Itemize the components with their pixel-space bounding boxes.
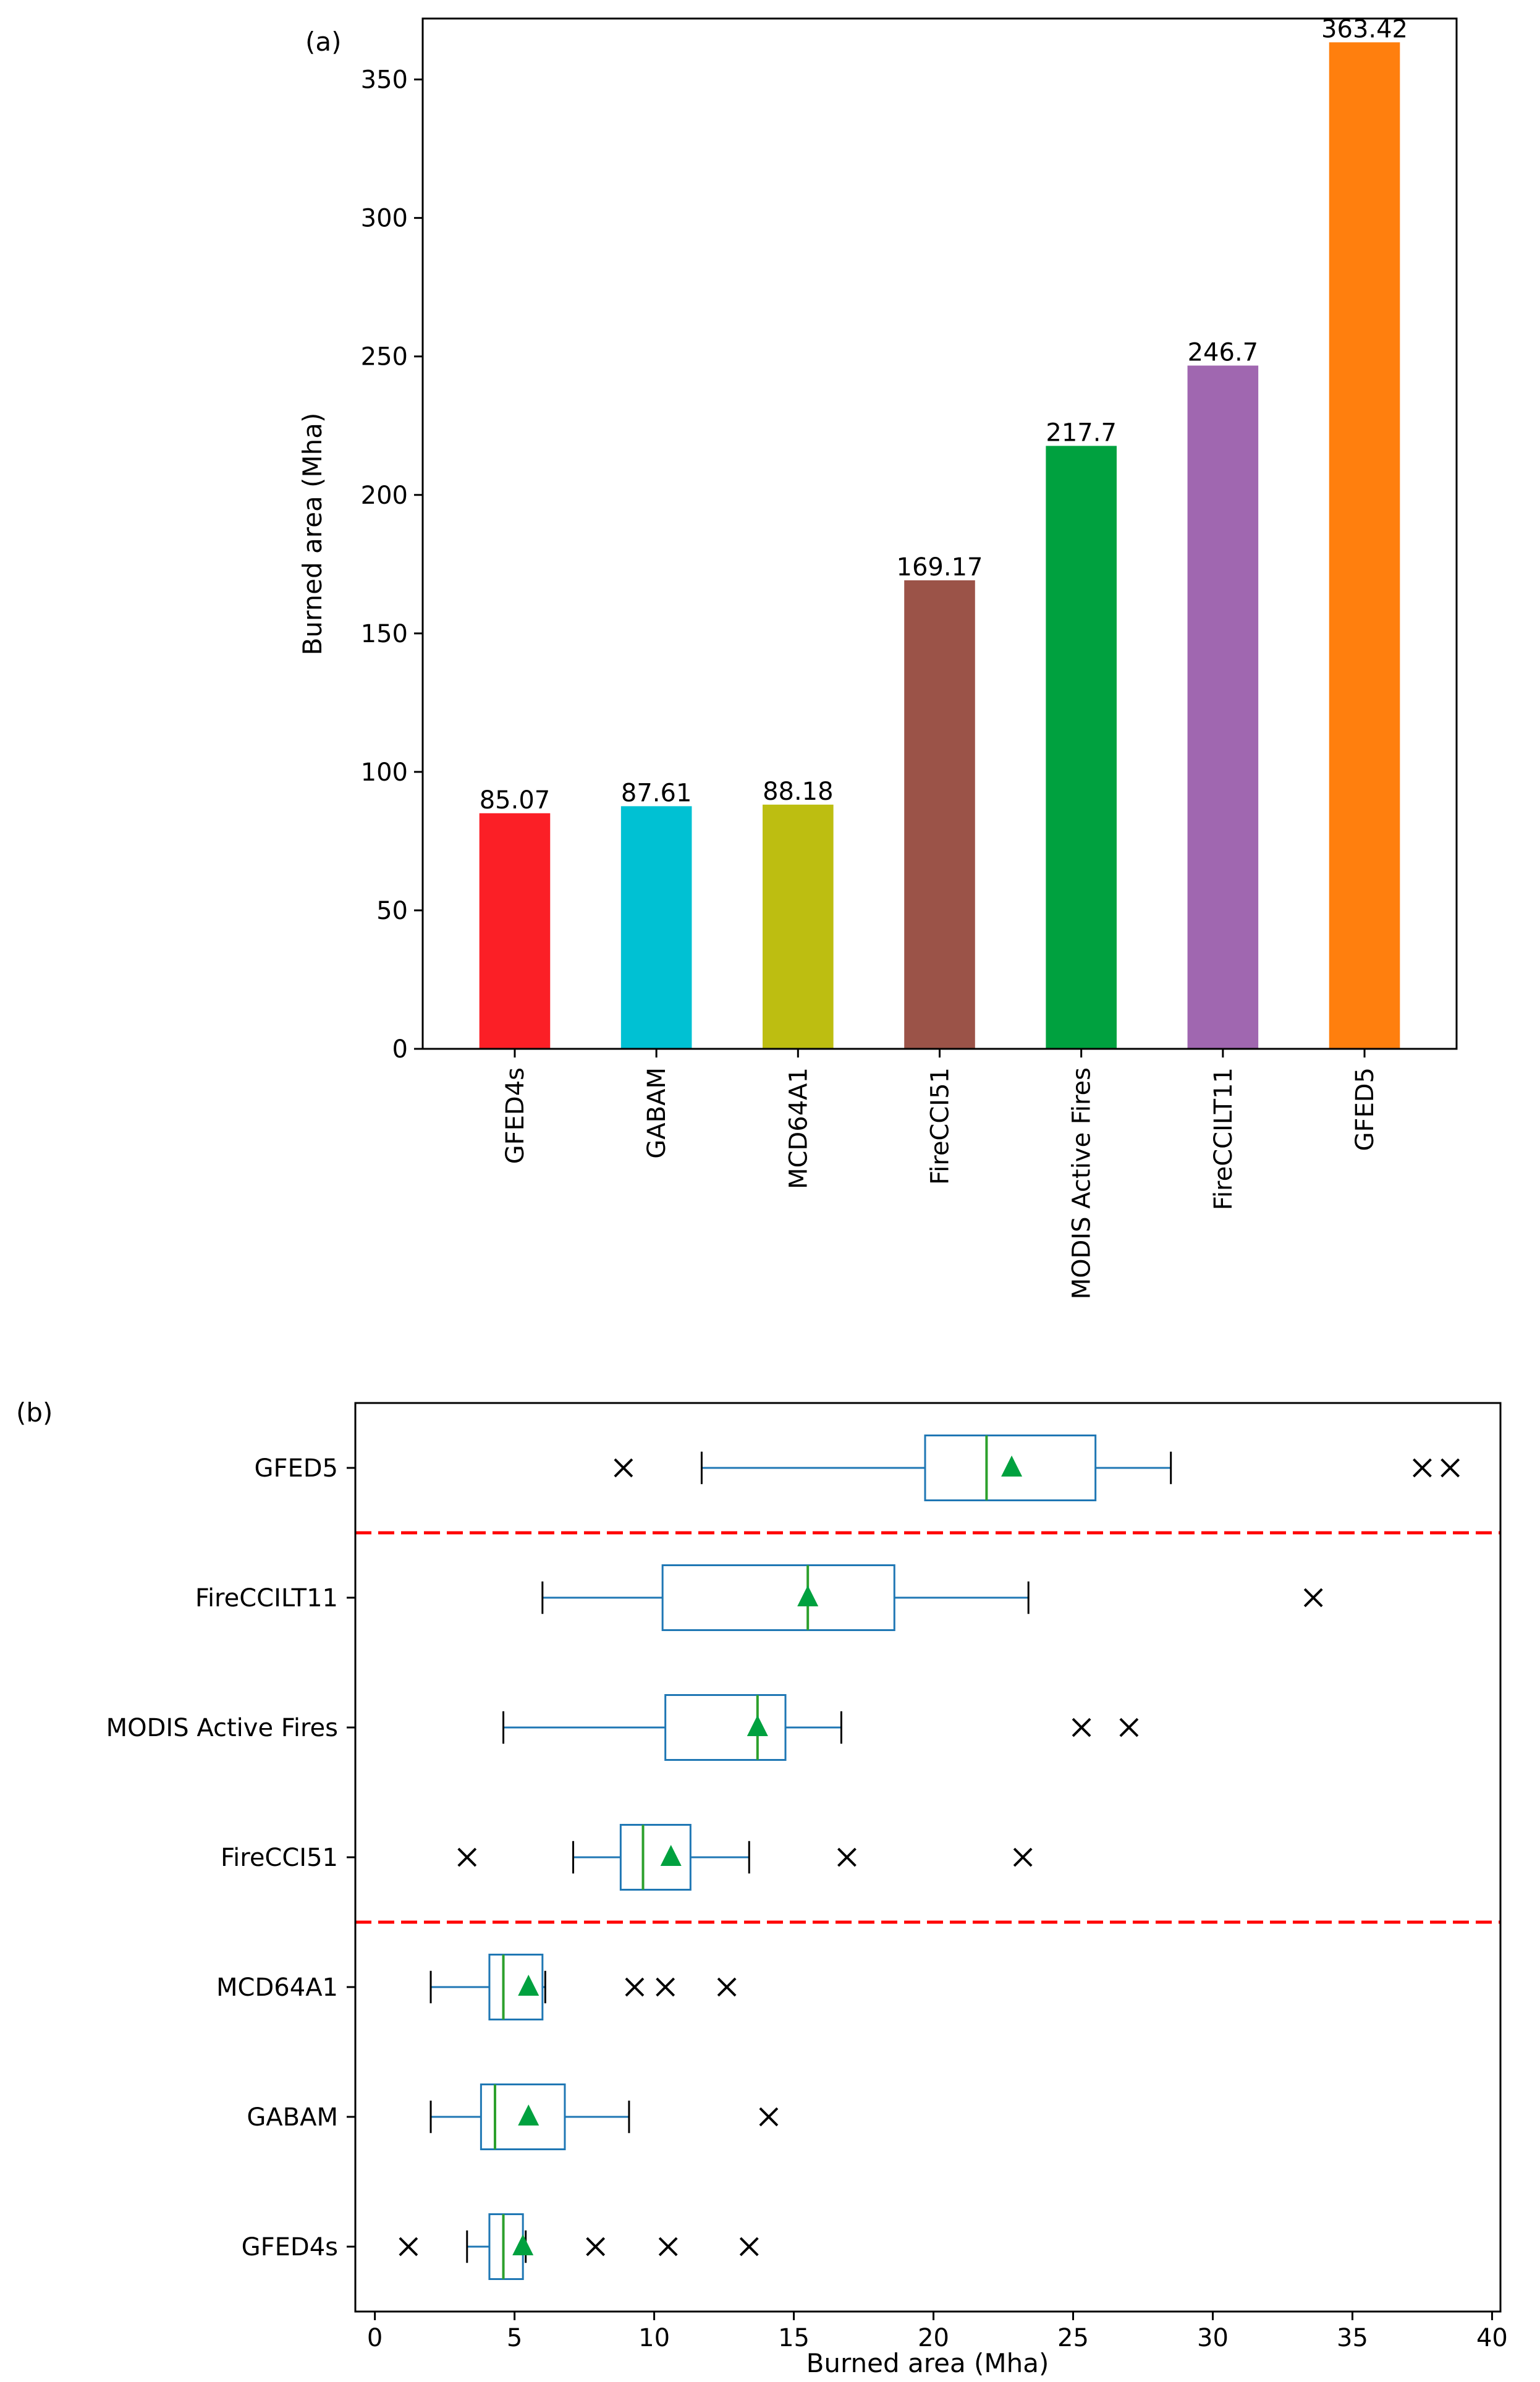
bar	[763, 805, 834, 1049]
mean-marker	[1001, 1456, 1022, 1477]
bar	[1046, 446, 1117, 1049]
outlier-marker	[760, 2108, 777, 2126]
iqr-box	[620, 1825, 690, 1890]
mean-marker	[518, 2104, 539, 2126]
outlier-marker	[626, 1978, 643, 1996]
box-plot-x-tick-label: 0	[367, 2324, 383, 2352]
outlier-marker	[587, 2238, 604, 2255]
outlier-marker	[1073, 1719, 1090, 1736]
box-plot-y-tick-label: MODIS Active Fires	[106, 1714, 338, 1742]
bar	[480, 813, 551, 1049]
outlier-marker	[657, 1978, 674, 1996]
box-plot-x-tick-label: 5	[507, 2324, 522, 2352]
bar-value-label: 169.17	[897, 553, 983, 582]
bar	[904, 580, 975, 1049]
bar-chart-y-axis-label: Burned area (Mha)	[297, 413, 328, 656]
outlier-marker	[1014, 1849, 1031, 1866]
bar-chart-y-tick-label: 150	[361, 620, 408, 648]
bar-chart-x-tick-label: MCD64A1	[784, 1067, 813, 1189]
bar	[621, 806, 692, 1049]
box-plot-x-tick-label: 15	[778, 2324, 810, 2352]
bar-chart-y-ticks: 0 50 100 150 200 250 300 350	[361, 66, 423, 1064]
mean-marker	[747, 1715, 768, 1736]
bar-chart-bars	[480, 42, 1400, 1049]
outlier-marker	[838, 1849, 855, 1866]
bar-chart-y-tick-label: 250	[361, 343, 408, 371]
box-plot-frame	[355, 1403, 1500, 2312]
box-plot-x-ticks: 0 5 10 15 20 25 30 35 40	[367, 2312, 1508, 2352]
box-plot-x-tick-label: 10	[638, 2324, 670, 2352]
iqr-box	[662, 1566, 894, 1630]
outlier-marker	[1442, 1459, 1459, 1477]
box-plot-x-tick-label: 30	[1197, 2324, 1229, 2352]
box-plot-panel: (b) GFED5 FireCCILT11 MODIS Active Fires Fi…	[16, 1397, 1508, 2378]
box-plot-x-tick-label: 25	[1057, 2324, 1089, 2352]
outlier-marker	[718, 1978, 735, 1996]
box-plot-y-tick-label: MCD64A1	[216, 1973, 338, 2002]
mean-marker	[661, 1845, 682, 1866]
box-plot-row	[504, 1695, 1138, 1760]
bar-chart-x-ticks: GFED4s GABAM MCD64A1 FireCCI51 MODIS Active …	[501, 1049, 1379, 1299]
bar-value-label: 217.7	[1046, 418, 1117, 447]
panel-a-label: (a)	[305, 27, 342, 57]
box-plot-y-tick-label: FireCCI51	[221, 1844, 338, 1872]
bar-chart-y-tick-label: 0	[392, 1035, 408, 1064]
bar-value-label: 246.7	[1188, 338, 1259, 367]
bar-value-label: 88.18	[763, 778, 834, 806]
box-plot-y-tick-label: GFED5	[254, 1454, 338, 1483]
mean-marker	[797, 1585, 818, 1606]
bar-value-label: 87.61	[621, 779, 692, 807]
outlier-marker	[1120, 1719, 1138, 1736]
box-plot-row	[400, 2215, 758, 2279]
bar-value-label: 85.07	[480, 786, 551, 815]
bar-chart-x-tick-label: FireCCILT11	[1209, 1067, 1238, 1210]
bar-chart-x-tick-label: GABAM	[643, 1067, 671, 1159]
box-plot-row	[615, 1436, 1459, 1501]
mean-marker	[512, 2234, 533, 2255]
box-plot-boxes	[400, 1436, 1459, 2279]
bar-chart-x-tick-label: GFED4s	[501, 1067, 530, 1164]
outlier-marker	[1413, 1459, 1431, 1477]
bar-chart-x-tick-label: MODIS Active Fires	[1068, 1067, 1096, 1299]
bar-chart-y-tick-label: 350	[361, 66, 408, 95]
bar-chart-x-tick-label: FireCCI51	[926, 1067, 955, 1185]
outlier-marker	[459, 1849, 476, 1866]
box-plot-x-axis-label: Burned area (Mha)	[806, 2348, 1049, 2378]
bar-chart-y-tick-label: 300	[361, 205, 408, 233]
outlier-marker	[659, 2238, 677, 2255]
bar-chart-y-tick-label: 100	[361, 758, 408, 787]
box-plot-row	[459, 1825, 1031, 1890]
outlier-marker	[1305, 1589, 1322, 1606]
outlier-marker	[400, 2238, 417, 2255]
box-plot-x-tick-label: 35	[1337, 2324, 1368, 2352]
box-plot-row	[431, 1955, 735, 2020]
iqr-box	[666, 1695, 785, 1760]
bar	[1329, 42, 1400, 1049]
box-plot-y-tick-label: GFED4s	[242, 2233, 338, 2261]
box-plot-x-tick-label: 40	[1476, 2324, 1508, 2352]
box-plot-y-tick-label: FireCCILT11	[195, 1584, 338, 1613]
box-plot-y-tick-label: GABAM	[247, 2103, 338, 2132]
box-plot-row	[431, 2085, 777, 2150]
bar-chart-y-tick-label: 50	[376, 897, 408, 925]
outlier-marker	[740, 2238, 758, 2255]
figure: (a) 050100150200250300350 85.07 87.61 88.1…	[0, 0, 1540, 2382]
bar-chart-y-tick-label: 200	[361, 481, 408, 510]
bar-chart-x-tick-label: GFED5	[1351, 1067, 1379, 1151]
outlier-marker	[615, 1459, 632, 1477]
mean-marker	[518, 1975, 539, 1996]
bar-chart-panel: (a) 0 50 100 150 200 250 300 350 85.07 87.61 88.1…	[297, 15, 1457, 1299]
box-plot-y-ticks: GFED5 FireCCILT11 MODIS Active Fires FireCC…	[106, 1454, 355, 2261]
panel-b-label: (b)	[16, 1397, 53, 1428]
bar	[1188, 365, 1259, 1049]
box-plot-row	[543, 1566, 1322, 1630]
